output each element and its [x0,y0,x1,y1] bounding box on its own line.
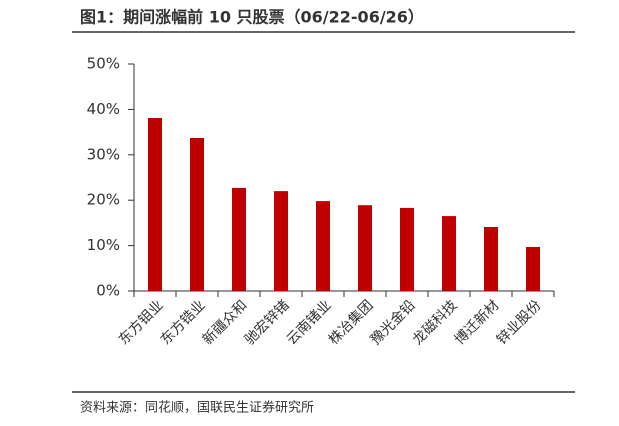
y-tick-label: 20% [87,191,120,209]
y-tick-label: 10% [87,236,120,254]
bar [484,226,498,291]
x-tick-label: 豫光金铅 [368,297,419,348]
bar [442,216,456,291]
x-tick-label: 锌业股份 [494,297,545,348]
bar [526,246,540,291]
bar [358,205,372,291]
x-tick-label: 新疆众和 [200,297,251,348]
x-tick-label: 株冶集团 [325,297,377,349]
y-tick-label: 0% [96,282,120,300]
y-tick-label: 40% [87,100,120,118]
bar [274,191,288,291]
bar [316,201,330,291]
source-note: 资料来源：同花顺，国联民生证券研究所 [80,400,314,416]
bar [190,138,204,291]
bar [400,207,414,291]
bar [148,118,162,291]
x-tick-label: 东方钼业 [116,297,167,348]
x-tick-label: 驰宏锌锗 [242,297,293,348]
bar [232,187,246,291]
y-tick-label: 30% [87,145,120,163]
x-tick-label: 东方锆业 [158,297,209,348]
y-tick-label: 50% [87,55,120,73]
x-tick-label: 龙磁科技 [410,297,461,348]
x-tick-label: 博迁新材 [451,297,503,349]
chart-title: 图1：期间涨幅前 10 只股票（06/22-06/26） [80,8,424,27]
x-tick-label: 云南锗业 [284,297,335,348]
